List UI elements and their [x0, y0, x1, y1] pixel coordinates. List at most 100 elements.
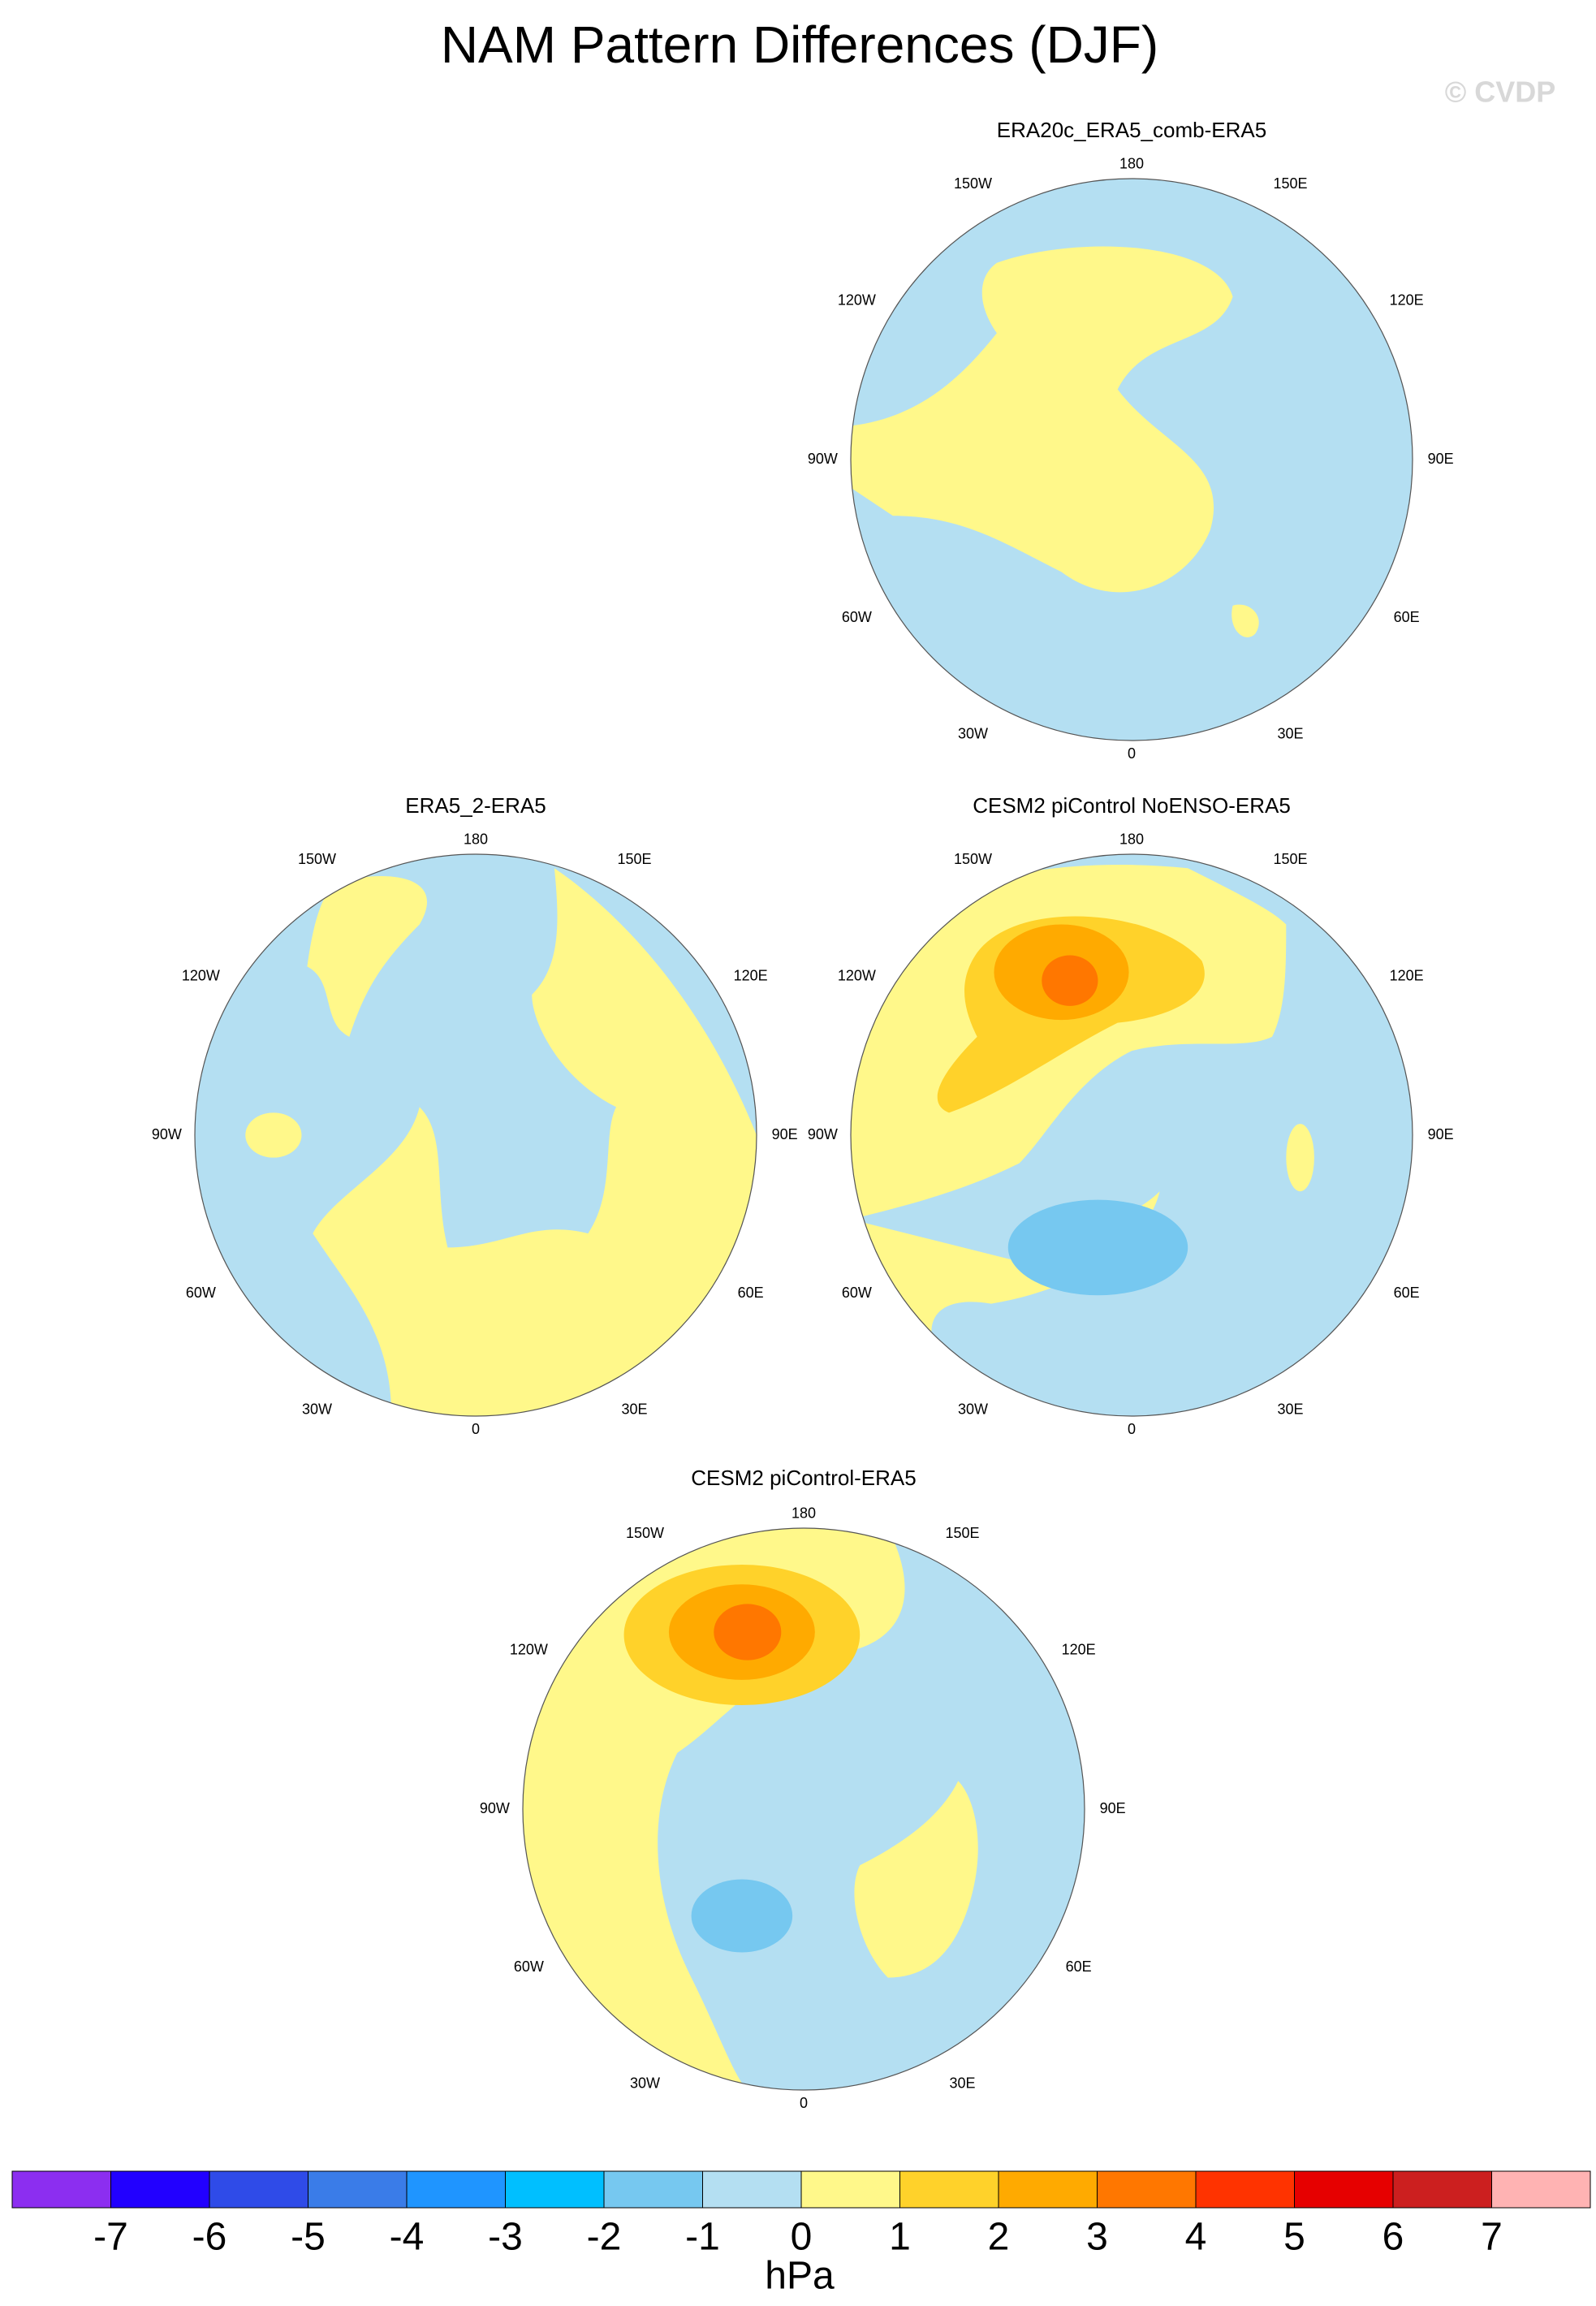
colorbar-unit: hPa: [765, 2255, 835, 2298]
colorbar-box: [209, 2171, 308, 2208]
lon-label: 0: [1128, 1421, 1136, 1437]
colorbar-box: [1097, 2171, 1196, 2208]
lon-label: 0: [1128, 745, 1136, 762]
field-contour: [714, 1604, 782, 1660]
lon-label: 120W: [510, 1641, 548, 1657]
lon-label: 150W: [954, 851, 992, 867]
colorbar-tick-label: -3: [488, 2216, 523, 2259]
colorbar-box: [702, 2171, 801, 2208]
field-contour: [1042, 955, 1098, 1006]
lon-label: 30W: [302, 1401, 332, 1417]
colorbar-box: [899, 2171, 999, 2208]
lon-label: 90W: [808, 451, 838, 467]
field-contour: [1232, 604, 1259, 637]
colorbar-box: [308, 2171, 407, 2208]
colorbar-tick-label: 0: [791, 2216, 813, 2259]
colorbar-tick-label: -6: [192, 2216, 227, 2259]
colorbar-box: [1196, 2171, 1295, 2208]
colorbar-box: [12, 2171, 111, 2208]
figure-title: NAM Pattern Differences (DJF): [441, 15, 1158, 74]
map-border: [194, 853, 757, 1417]
colorbar-box: [1491, 2171, 1590, 2208]
colorbar-tick-label: -4: [390, 2216, 425, 2259]
map: [522, 1527, 1085, 2091]
watermark: © CVDP: [1445, 76, 1556, 109]
lon-label: 120W: [838, 291, 876, 308]
lon-label: 30E: [621, 1401, 647, 1417]
lon-label: 90E: [1100, 1800, 1126, 1816]
lon-label: 90W: [152, 1126, 182, 1142]
field-contour: [1286, 1124, 1314, 1192]
lon-label: 150E: [945, 1525, 979, 1541]
colorbar-box: [1393, 2171, 1492, 2208]
lon-label: 120E: [1390, 291, 1424, 308]
lon-label: 180: [1119, 155, 1144, 171]
colorbar-box: [801, 2171, 900, 2208]
panel-title: ERA5_2-ERA5: [405, 793, 546, 818]
colorbar-tick-label: 3: [1086, 2216, 1108, 2259]
lon-label: 60E: [1066, 1958, 1092, 1975]
colorbar-box: [110, 2171, 209, 2208]
field-contour: [851, 246, 1233, 593]
colorbar-tick-label: -5: [291, 2216, 326, 2259]
lon-label: 120E: [1390, 967, 1424, 983]
lon-label: 90E: [1428, 451, 1454, 467]
lon-label: 120E: [1062, 1641, 1096, 1657]
field-contour: [691, 1879, 793, 1953]
colorbar-tick-label: -7: [93, 2216, 128, 2259]
lon-label: 30E: [1277, 725, 1303, 741]
colorbar-tick-label: 7: [1481, 2216, 1503, 2259]
colorbar-box: [407, 2171, 506, 2208]
lon-label: 120W: [838, 967, 876, 983]
map-border: [850, 853, 1413, 1417]
colorbar-tick-label: -2: [587, 2216, 622, 2259]
lon-label: 120W: [182, 967, 220, 983]
lon-label: 180: [1119, 831, 1144, 847]
colorbar-box: [604, 2171, 703, 2208]
lon-label: 90W: [480, 1800, 510, 1816]
lon-label: 30W: [630, 2075, 660, 2091]
lon-label: 150E: [1273, 851, 1307, 867]
lon-label: 60W: [186, 1285, 216, 1301]
lon-label: 150W: [954, 175, 992, 192]
lon-label: 60E: [1394, 1285, 1420, 1301]
map: [850, 178, 1413, 741]
map: [194, 853, 757, 1417]
colorbar-tick-label: 5: [1283, 2216, 1305, 2259]
colorbar-tick-label: 2: [988, 2216, 1010, 2259]
map-field: [195, 854, 757, 1416]
lon-label: 180: [792, 1505, 816, 1521]
field-contour: [523, 1528, 905, 2090]
lon-label: 60W: [514, 1958, 544, 1975]
lon-label: 30W: [958, 725, 988, 741]
map-field: [851, 854, 1413, 1416]
lon-label: 150W: [298, 851, 336, 867]
field-contour: [1007, 1199, 1188, 1296]
lon-label: 90W: [808, 1126, 838, 1142]
lon-label: 30E: [949, 2075, 975, 2091]
colorbar-tick-label: -1: [685, 2216, 720, 2259]
colorbar-tick-label: 4: [1185, 2216, 1207, 2259]
lon-label: 90E: [772, 1126, 798, 1142]
map: [850, 853, 1413, 1417]
colorbar-box: [999, 2171, 1098, 2208]
lon-label: 150E: [1273, 175, 1307, 192]
lon-label: 0: [800, 2095, 808, 2111]
lon-label: 60E: [1394, 609, 1420, 625]
map-field: [523, 1528, 1085, 2090]
colorbar-box: [1294, 2171, 1393, 2208]
panel-title: ERA20c_ERA5_comb-ERA5: [997, 118, 1266, 142]
field-contour: [854, 1781, 978, 1978]
lon-label: 30E: [1277, 1401, 1303, 1417]
colorbar-tick-label: 1: [889, 2216, 911, 2259]
lon-label: 120E: [734, 967, 768, 983]
field-contour: [307, 876, 428, 1037]
panel-title: CESM2 piControl NoENSO-ERA5: [973, 793, 1291, 818]
field-contour: [313, 868, 757, 1416]
lon-label: 60E: [738, 1285, 764, 1301]
lon-label: 90E: [1428, 1126, 1454, 1142]
map-field: [851, 179, 1413, 741]
field-contour: [245, 1112, 302, 1158]
